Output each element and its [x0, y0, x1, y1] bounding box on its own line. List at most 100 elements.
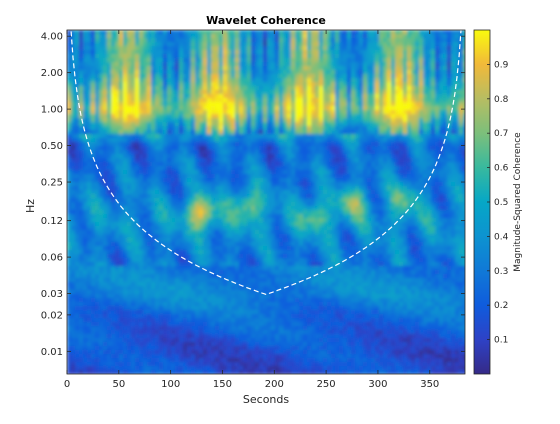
heatmap-cell [143, 126, 148, 131]
heatmap-cell [211, 258, 216, 263]
heatmap-cell [115, 66, 120, 71]
heatmap-cell [291, 362, 296, 367]
heatmap-cell [139, 226, 144, 231]
heatmap-cell [143, 114, 148, 119]
heatmap-cell [71, 322, 76, 327]
heatmap-cell [267, 134, 272, 139]
heatmap-cell [179, 318, 184, 323]
heatmap-cell [71, 350, 76, 355]
heatmap-cell [271, 222, 276, 227]
heatmap-cell [267, 154, 272, 159]
heatmap-cell [207, 194, 212, 199]
heatmap-cell [191, 326, 196, 331]
heatmap-cell [103, 294, 108, 299]
heatmap-cell [187, 294, 192, 299]
heatmap-cell [143, 294, 148, 299]
heatmap-cell [119, 66, 124, 71]
heatmap-cell [187, 206, 192, 211]
heatmap-cell [83, 178, 88, 183]
heatmap-cell [211, 178, 216, 183]
heatmap-cell [291, 298, 296, 303]
heatmap-cell [207, 74, 212, 79]
heatmap-cell [83, 90, 88, 95]
heatmap-cell [219, 330, 224, 335]
heatmap-cell [247, 246, 252, 251]
heatmap-cell [211, 170, 216, 175]
heatmap-cell [79, 186, 84, 191]
heatmap-cell [79, 370, 84, 374]
heatmap-cell [207, 158, 212, 163]
heatmap-cell [67, 330, 72, 335]
heatmap-cell [147, 42, 152, 47]
heatmap-cell [203, 194, 208, 199]
heatmap-cell [83, 166, 88, 171]
heatmap-cell [231, 146, 236, 151]
heatmap-cell [83, 314, 88, 319]
heatmap-cell [79, 318, 84, 323]
heatmap-cell [83, 62, 88, 67]
heatmap-cell [275, 298, 280, 303]
heatmap-cell [215, 298, 220, 303]
heatmap-cell [163, 194, 168, 199]
heatmap-cell [151, 322, 156, 327]
heatmap-cell [139, 90, 144, 95]
heatmap-cell [235, 218, 240, 223]
heatmap-cell [175, 78, 180, 83]
heatmap-cell [159, 238, 164, 243]
heatmap-cell [251, 138, 256, 143]
heatmap-cell [239, 30, 244, 35]
heatmap-cell [143, 322, 148, 327]
heatmap-cell [207, 278, 212, 283]
heatmap-cell [139, 202, 144, 207]
heatmap-cell [195, 242, 200, 247]
heatmap-cell [183, 154, 188, 159]
heatmap-cell [191, 150, 196, 155]
heatmap-cell [207, 94, 212, 99]
heatmap-cell [139, 302, 144, 307]
heatmap-cell [187, 54, 192, 59]
heatmap-cell [171, 106, 176, 111]
heatmap-cell [71, 142, 76, 147]
heatmap-cell [223, 282, 228, 287]
heatmap-cell [239, 182, 244, 187]
heatmap-cell [139, 318, 144, 323]
heatmap-cell [127, 146, 132, 151]
heatmap-cell [167, 326, 172, 331]
heatmap-cell [119, 78, 124, 83]
heatmap-cell [183, 30, 188, 35]
heatmap-cell [203, 110, 208, 115]
heatmap-cell [295, 118, 300, 123]
heatmap-cell [227, 138, 232, 143]
heatmap-cell [203, 214, 208, 219]
heatmap-cell [279, 130, 284, 135]
heatmap-cell [219, 222, 224, 227]
heatmap-cell [75, 58, 80, 63]
heatmap-cell [243, 178, 248, 183]
heatmap-cell [131, 138, 136, 143]
heatmap-cell [215, 186, 220, 191]
heatmap-cell [99, 350, 104, 355]
heatmap-cell [91, 246, 96, 251]
heatmap-cell [275, 154, 280, 159]
heatmap-cell [127, 302, 132, 307]
heatmap-cell [291, 354, 296, 359]
heatmap-cell [91, 82, 96, 87]
heatmap-cell [163, 50, 168, 55]
heatmap-cell [239, 198, 244, 203]
heatmap-cell [139, 270, 144, 275]
heatmap-cell [171, 122, 176, 127]
heatmap-cell [119, 102, 124, 107]
heatmap-cell [287, 222, 292, 227]
heatmap-cell [207, 186, 212, 191]
heatmap-cell [99, 370, 104, 374]
heatmap-cell [167, 122, 172, 127]
heatmap-cell [123, 162, 128, 167]
heatmap-cell [103, 270, 108, 275]
heatmap-cell [107, 238, 112, 243]
heatmap-cell [99, 110, 104, 115]
heatmap-cell [187, 370, 192, 374]
heatmap-cell [127, 274, 132, 279]
heatmap-cell [215, 194, 220, 199]
heatmap-cell [107, 346, 112, 351]
heatmap-cell [275, 290, 280, 295]
